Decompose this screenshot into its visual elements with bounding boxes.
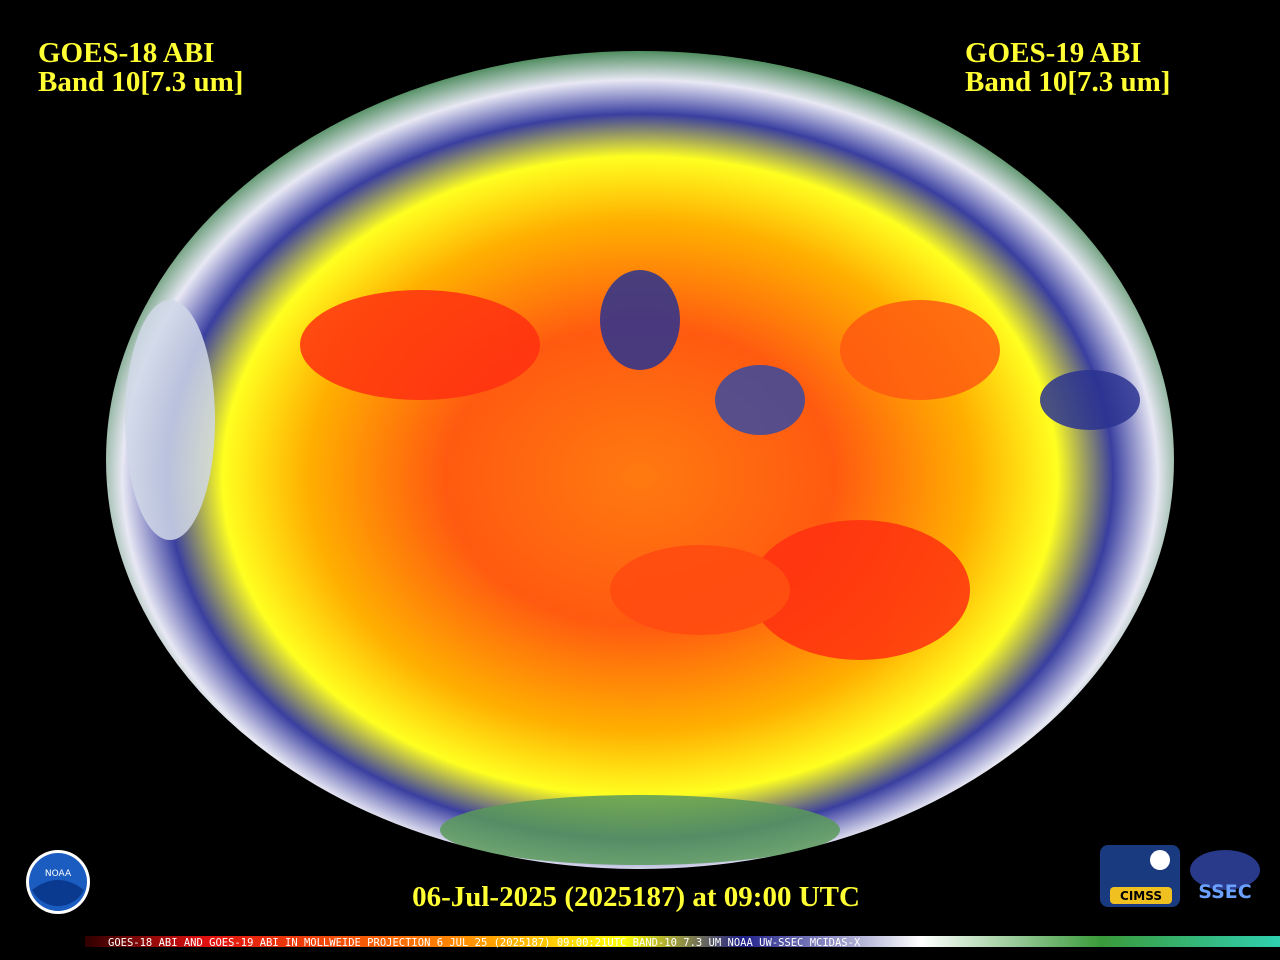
right-title: GOES-19 ABI: [965, 37, 1141, 69]
ssec-logo: SSEC: [1190, 850, 1260, 903]
timestamp: 06-Jul-2025 (2025187) at 09:00 UTC: [412, 881, 860, 913]
noaa-text: NOAA: [45, 869, 72, 879]
ssec-text: SSEC: [1198, 881, 1251, 903]
earth-disk: [105, 50, 1175, 870]
disk-edge: [104, 49, 1176, 871]
color-bar: [85, 936, 1280, 947]
noaa-logo: NOAA: [26, 850, 90, 914]
cimss-text: CIMSS: [1120, 889, 1162, 903]
cloud-features: [125, 270, 1140, 865]
left-subtitle: Band 10[7.3 um]: [38, 66, 243, 98]
footer-caption: GOES-18 ABI AND GOES-19 ABI IN MOLLWEIDE…: [108, 937, 861, 949]
cimss-logo: CIMSS: [1100, 845, 1180, 907]
right-subtitle: Band 10[7.3 um]: [965, 66, 1170, 98]
left-title: GOES-18 ABI: [38, 37, 214, 69]
